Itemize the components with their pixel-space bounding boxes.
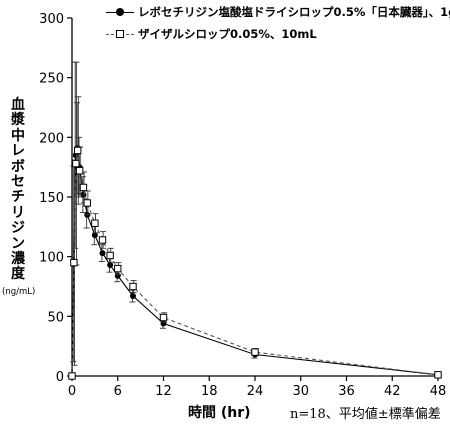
data-point — [434, 371, 442, 379]
data-point — [251, 348, 259, 356]
x-tick-label: 0 — [68, 384, 76, 399]
data-point — [114, 264, 122, 273]
y-axis-label: 血漿中レボセチリジン濃度 — [11, 97, 25, 283]
x-tick-label: 24 — [247, 384, 264, 399]
open-square-marker-icon — [116, 30, 124, 38]
x-tick-label: 36 — [338, 384, 355, 399]
data-point — [129, 282, 137, 291]
y-tick-label: 250 — [39, 72, 64, 87]
data-point — [83, 199, 91, 207]
filled-circle-marker-icon — [116, 8, 124, 16]
y-tick-label: 50 — [47, 310, 64, 325]
data-point — [68, 372, 76, 380]
series-line — [71, 147, 439, 377]
data-point — [159, 313, 168, 322]
x-tick-label: 18 — [201, 384, 218, 399]
y-tick-label: 0 — [56, 370, 64, 385]
data-point — [98, 236, 107, 244]
x-axis-label: 時間 (hr) — [188, 405, 251, 421]
data-point — [130, 293, 136, 300]
data-point — [72, 159, 80, 168]
data-point — [91, 232, 98, 239]
data-point — [91, 219, 99, 227]
y-tick-label: 300 — [39, 12, 64, 27]
x-tick-label: 30 — [292, 384, 309, 399]
y-tick-label: 100 — [39, 251, 64, 266]
data-point — [114, 272, 121, 279]
series-2 — [68, 61, 442, 380]
data-point — [74, 146, 82, 155]
y-tick-label: 200 — [39, 131, 64, 146]
x-tick-label: 6 — [114, 384, 122, 399]
data-point — [70, 258, 78, 267]
series-1 — [69, 61, 441, 379]
legend-label-series-1: レボセチリジン塩酸塩ドライシロップ0.5%「日本臓器」、1g — [138, 5, 450, 19]
data-point — [99, 250, 106, 257]
x-tick-label: 48 — [430, 384, 447, 399]
x-tick-label: 42 — [384, 384, 401, 399]
y-tick-label: 150 — [39, 191, 64, 206]
y-axis-unit: (ng/mL) — [2, 287, 36, 297]
series-line — [71, 150, 439, 377]
data-point — [75, 167, 84, 175]
sample-note: n=18、平均値±標準偏差 — [290, 407, 441, 422]
data-point — [107, 262, 114, 269]
x-tick-label: 12 — [155, 384, 172, 399]
legend-label-series-2: ザイザルシロップ0.05%、10mL — [138, 27, 317, 41]
data-point — [160, 320, 167, 327]
data-point — [79, 183, 88, 192]
data-point — [106, 251, 114, 260]
